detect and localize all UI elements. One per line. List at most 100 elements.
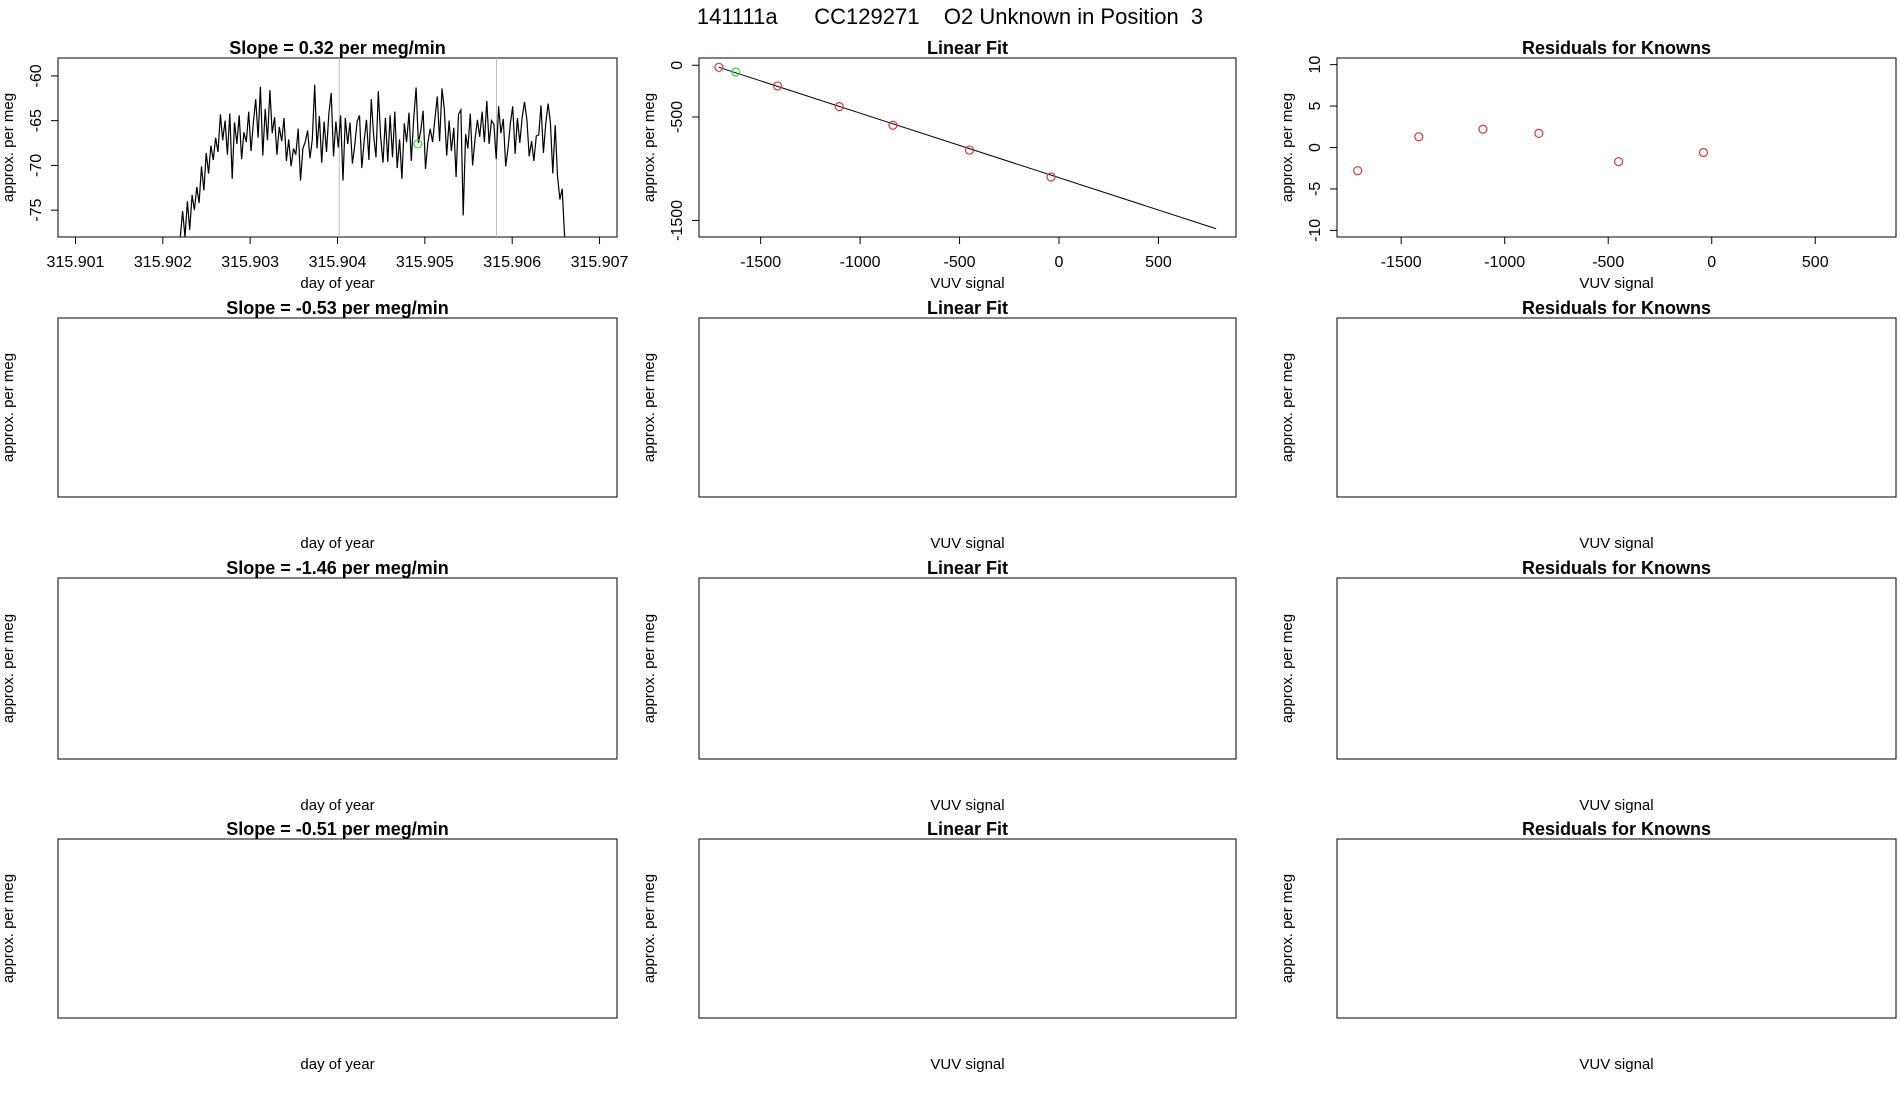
plot-frame — [57, 57, 618, 238]
y-axis-label: approx. per meg — [0, 614, 17, 723]
residual-point — [1414, 132, 1424, 142]
known-point — [964, 145, 975, 155]
plot-frame — [57, 577, 618, 760]
panel-r4-c2: Linear Fit VUV signal approx. per meg — [641, 819, 1237, 1073]
y-axis-label: approx. per meg — [0, 874, 17, 983]
x-axis-label: day of year — [300, 275, 374, 292]
panel-r3-c1: Slope = -1.46 per meg/min day of year appr… — [0, 558, 618, 814]
panel-r1-c3: Residuals for Knowns VUV signal approx. pe… — [1279, 38, 1897, 292]
y-tick-label: -75 — [28, 198, 45, 221]
plot-frame — [57, 838, 618, 1019]
x-tick-label: 315.903 — [221, 254, 279, 271]
x-tick-label: 315.904 — [309, 254, 367, 271]
y-axis-label: approx. per meg — [1279, 614, 1296, 723]
plot-title: Slope = -0.51 per meg/min — [226, 819, 449, 839]
panel-r3-c3: Residuals for Knowns VUV signal approx. pe… — [1279, 558, 1897, 814]
x-axis-label: day of year — [300, 1056, 374, 1073]
unknown-point — [731, 67, 741, 77]
y-axis-label: approx. per meg — [0, 93, 17, 202]
y-axis-label: approx. per meg — [641, 874, 658, 983]
plot-frame — [1336, 838, 1897, 1019]
panel-r2-c1: Slope = -0.53 per meg/min day of year appr… — [0, 298, 618, 552]
known-point — [834, 102, 844, 112]
residual-point — [1613, 156, 1624, 167]
x-axis-label: day of year — [300, 535, 374, 552]
known-point — [772, 81, 783, 91]
y-tick-label: 5 — [1307, 102, 1324, 111]
plot-title: Slope = -1.46 per meg/min — [226, 558, 449, 578]
x-tick-label: -1500 — [1381, 254, 1422, 271]
panel-r4-c3: Residuals for Knowns VUV signal approx. pe… — [1279, 819, 1897, 1073]
known-point — [714, 62, 724, 72]
y-axis-label: approx. per meg — [0, 353, 17, 462]
y-axis-label: approx. per meg — [1279, 874, 1296, 983]
panel-r2-c3: Residuals for Knowns VUV signal approx. pe… — [1279, 298, 1897, 552]
x-tick-label: 0 — [1707, 254, 1716, 271]
x-tick-label: -500 — [1592, 254, 1624, 271]
x-axis-label: VUV signal — [1579, 535, 1653, 552]
plot-title: Linear Fit — [927, 298, 1008, 318]
plot-frame — [1336, 57, 1897, 238]
y-tick-label: -10 — [1307, 219, 1324, 242]
plot-title: Linear Fit — [927, 558, 1008, 578]
panel-r1-c2: Linear Fit VUV signal approx. per meg -1500… — [641, 38, 1237, 292]
y-tick-label: 10 — [1307, 56, 1324, 74]
series-line — [179, 84, 566, 237]
x-tick-label: -1000 — [840, 254, 881, 271]
page-title: 141111a CC129271 O2 Unknown in Position … — [696, 4, 1204, 29]
x-tick-label: -1500 — [740, 254, 781, 271]
unknown-marker — [413, 139, 423, 149]
x-tick-label: 315.907 — [571, 254, 629, 271]
residual-point — [1534, 128, 1544, 139]
x-axis-label: VUV signal — [930, 1056, 1004, 1073]
plot-title: Residuals for Knowns — [1522, 298, 1711, 318]
x-axis-label: day of year — [300, 797, 374, 814]
x-axis-label: VUV signal — [1579, 275, 1653, 292]
plot-title: Linear Fit — [927, 819, 1008, 839]
x-tick-label: -1000 — [1484, 254, 1525, 271]
y-axis-label: approx. per meg — [1279, 93, 1296, 202]
x-axis-label: VUV signal — [930, 275, 1004, 292]
panel-r1-c1: Slope = 0.32 per meg/min day of year appro… — [0, 38, 629, 292]
y-tick-label: -60 — [28, 64, 45, 87]
y-axis-label: approx. per meg — [641, 353, 658, 462]
fit-line — [718, 66, 1217, 230]
residual-point — [1698, 147, 1709, 158]
x-tick-label: 500 — [1145, 254, 1172, 271]
y-axis-label: approx. per meg — [641, 614, 658, 723]
plot-frame — [1336, 317, 1897, 498]
x-axis-label: VUV signal — [1579, 1056, 1653, 1073]
x-tick-label: 315.905 — [396, 254, 454, 271]
residual-point — [1353, 166, 1363, 176]
plot-title: Slope = 0.32 per meg/min — [229, 38, 446, 58]
panel-r2-c2: Linear Fit VUV signal approx. per meg — [641, 298, 1237, 552]
y-tick-label: -1500 — [669, 200, 686, 241]
y-tick-label: -5 — [1307, 182, 1324, 196]
plot-frame — [1336, 577, 1897, 760]
y-tick-label: 0 — [1307, 143, 1324, 152]
x-tick-label: 315.906 — [483, 254, 541, 271]
plot-frame — [698, 57, 1237, 238]
y-tick-label: -70 — [28, 154, 45, 177]
panel-r3-c2: Linear Fit VUV signal approx. per meg — [641, 558, 1237, 814]
plot-frame — [698, 838, 1237, 1019]
plot-frame — [57, 317, 618, 498]
plot-title: Slope = -0.53 per meg/min — [226, 298, 449, 318]
known-point — [1046, 172, 1056, 182]
y-axis-label: approx. per meg — [641, 93, 658, 202]
x-tick-label: -500 — [944, 254, 976, 271]
panel-r4-c1: Slope = -0.51 per meg/min day of year appr… — [0, 819, 618, 1073]
x-tick-label: 500 — [1802, 254, 1829, 271]
y-tick-label: -65 — [28, 109, 45, 132]
y-tick-label: 0 — [669, 61, 686, 70]
plot-frame — [698, 317, 1237, 498]
plot-title: Residuals for Knowns — [1522, 38, 1711, 58]
x-tick-label: 315.902 — [134, 254, 192, 271]
x-axis-label: VUV signal — [1579, 797, 1653, 814]
x-axis-label: VUV signal — [930, 797, 1004, 814]
x-tick-label: 0 — [1055, 254, 1064, 271]
known-point — [888, 120, 898, 130]
plot-frame — [698, 577, 1237, 760]
y-tick-label: -500 — [669, 101, 686, 133]
